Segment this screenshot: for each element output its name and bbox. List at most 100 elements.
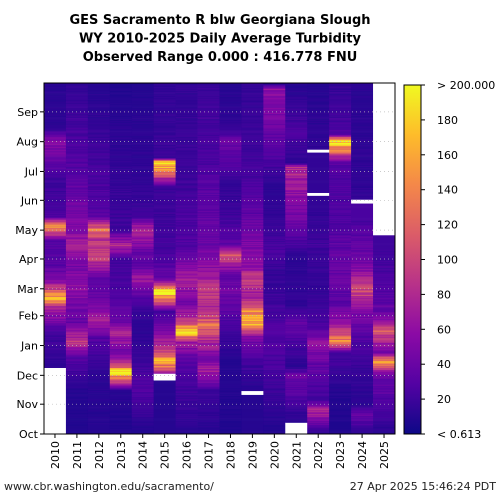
heatmap-cell: [175, 283, 198, 285]
heatmap-cell: [65, 207, 89, 209]
heatmap-cell: [109, 208, 133, 211]
heatmap-cell: [175, 123, 198, 125]
heatmap-cell: [285, 237, 308, 240]
heatmap-cell: [87, 258, 111, 261]
heatmap-cell: [175, 430, 198, 432]
heatmap-cell: [153, 204, 176, 206]
heatmap-cell: [307, 156, 330, 158]
heatmap-cell: [44, 143, 67, 145]
heatmap-cell: [131, 421, 155, 423]
heatmap-cell: [329, 260, 352, 263]
heatmap-cell: [65, 255, 89, 257]
heatmap-cell: [285, 197, 308, 199]
heatmap-cell: [131, 316, 155, 318]
heatmap-cell: [87, 274, 111, 276]
heatmap-cell: [153, 419, 176, 421]
heatmap-cell: [175, 122, 198, 124]
heatmap-cell: [109, 193, 133, 195]
heatmap-cell: [65, 365, 89, 368]
heatmap-cell: [109, 208, 133, 210]
heatmap-cell: [285, 356, 308, 358]
heatmap-cell: [153, 194, 176, 196]
heatmap-cell: [175, 249, 198, 251]
heatmap-cell: [44, 116, 67, 118]
heatmap-cell: [131, 310, 155, 313]
heatmap-cell: [175, 294, 198, 296]
heatmap-cell: [263, 163, 286, 166]
heatmap-cell: [65, 183, 89, 185]
heatmap-cell: [263, 106, 286, 108]
heatmap-cell: [131, 183, 155, 185]
heatmap-cell: [153, 404, 176, 406]
heatmap-cell: [241, 112, 264, 115]
heatmap-cell: [65, 325, 89, 327]
heatmap-cell: [197, 311, 220, 314]
heatmap-cell: [175, 220, 198, 222]
heatmap-cell: [175, 316, 198, 318]
heatmap-cell: [307, 226, 330, 228]
heatmap-cell: [65, 122, 89, 124]
heatmap-cell: [241, 175, 264, 177]
heatmap-cell: [263, 257, 286, 259]
heatmap-cell: [307, 141, 330, 143]
heatmap-cell: [131, 317, 155, 319]
heatmap-cell: [197, 369, 220, 371]
heatmap-cell: [109, 139, 133, 142]
heatmap-cell: [109, 346, 133, 348]
heatmap-cell: [263, 290, 286, 293]
heatmap-cell: [307, 409, 330, 411]
heatmap-cell: [307, 280, 330, 282]
heatmap-cell: [307, 278, 330, 280]
heatmap-cell: [153, 429, 176, 431]
heatmap-cell: [153, 253, 176, 255]
heatmap-cell: [263, 398, 286, 400]
heatmap-cell: [131, 356, 155, 358]
heatmap-cell: [87, 183, 111, 186]
heatmap-cell: [175, 124, 198, 126]
heatmap-cell: [109, 201, 133, 203]
heatmap-cell: [307, 216, 330, 218]
heatmap-cell: [329, 419, 352, 421]
heatmap-cell: [241, 177, 264, 179]
heatmap-cell: [87, 85, 111, 88]
heatmap-cell: [109, 313, 133, 316]
heatmap-cell: [153, 104, 176, 106]
heatmap-cell: [219, 370, 242, 372]
heatmap-cell: [175, 412, 198, 415]
heatmap-cell: [65, 246, 89, 248]
heatmap-cell: [219, 110, 242, 113]
heatmap-cell: [307, 288, 330, 291]
heatmap-cell: [307, 218, 330, 220]
heatmap-cell: [329, 247, 352, 249]
heatmap-cell: [87, 213, 111, 216]
heatmap-cell: [241, 269, 264, 271]
heatmap-cell: [307, 315, 330, 318]
heatmap-cell: [219, 188, 242, 191]
heatmap-cell: [197, 377, 220, 379]
heatmap-cell: [329, 358, 352, 360]
heatmap-cell: [153, 240, 176, 243]
heatmap-cell: [65, 174, 89, 176]
heatmap-cell: [65, 430, 89, 432]
heatmap-cell: [241, 365, 264, 368]
heatmap-cell: [131, 268, 155, 270]
heatmap-cell: [87, 386, 111, 389]
heatmap-cell: [153, 145, 176, 147]
heatmap-cell: [219, 375, 242, 377]
heatmap-cell: [197, 119, 220, 121]
heatmap-cell: [241, 108, 264, 110]
heatmap-cell: [285, 432, 308, 434]
heatmap-cell: [241, 360, 264, 363]
heatmap-cell: [241, 205, 264, 207]
heatmap-cell: [219, 257, 242, 259]
heatmap-cell: [65, 208, 89, 211]
heatmap-cell: [329, 221, 352, 223]
heatmap-cell: [197, 396, 220, 398]
heatmap-cell: [65, 121, 89, 123]
heatmap-cell: [175, 398, 198, 400]
heatmap-cell: [263, 171, 286, 173]
heatmap-cell: [219, 371, 242, 373]
heatmap-cell: [65, 324, 89, 326]
heatmap-cell: [285, 297, 308, 299]
heatmap-cell: [131, 389, 155, 392]
